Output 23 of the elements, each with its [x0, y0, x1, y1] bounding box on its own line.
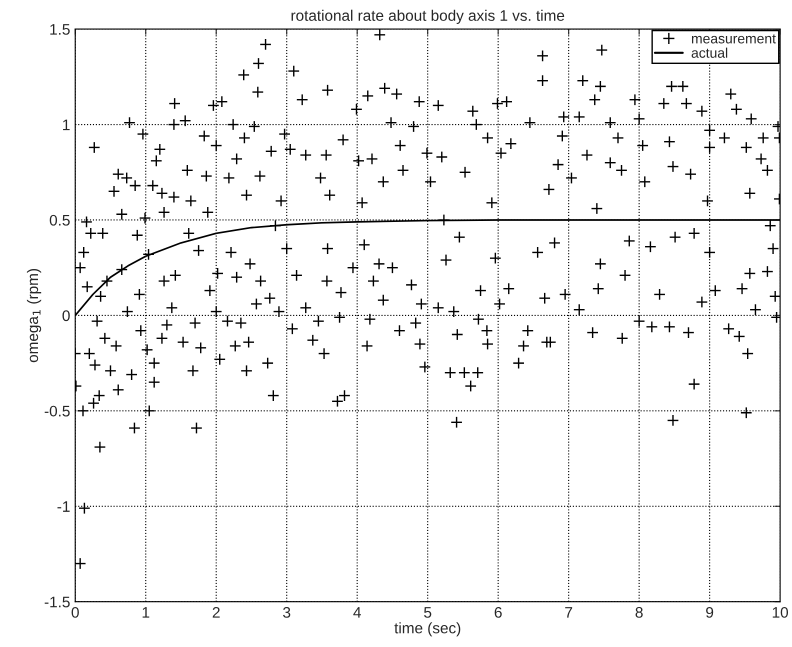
y-tick-label: 1	[63, 120, 70, 130]
chart-title: rotational rate about body axis 1 vs. time	[292, 10, 564, 24]
legend-label: actual	[692, 48, 728, 58]
y-tick-label: 0	[62, 310, 70, 322]
x-tick-label: 2	[212, 606, 220, 618]
x-tick-label: 1	[142, 607, 150, 618]
x-tick-label: 5	[424, 607, 432, 618]
y-tick-label: 1.5	[50, 24, 70, 35]
x-tick-label: 7	[565, 607, 572, 618]
legend-label: measurement	[692, 34, 776, 44]
x-tick-label: 6	[494, 606, 502, 618]
y-tick-label: -0.5	[44, 406, 70, 417]
y-tick-label: -1	[57, 501, 70, 512]
x-tick-label: 3	[283, 606, 290, 618]
x-tick-label: 9	[706, 606, 714, 618]
x-tick-label: 8	[636, 606, 643, 618]
y-tick-label: -1.5	[44, 596, 70, 608]
x-tick-label: 4	[353, 607, 361, 618]
x-tick-label: 10	[772, 606, 788, 618]
y-tick-label: 0.5	[50, 214, 70, 226]
x-axis-title: time (sec)	[394, 622, 460, 636]
y-axis-title: omega$_{1}$ (rpm)	[26, 268, 42, 362]
x-tick-label: 0	[72, 606, 79, 618]
